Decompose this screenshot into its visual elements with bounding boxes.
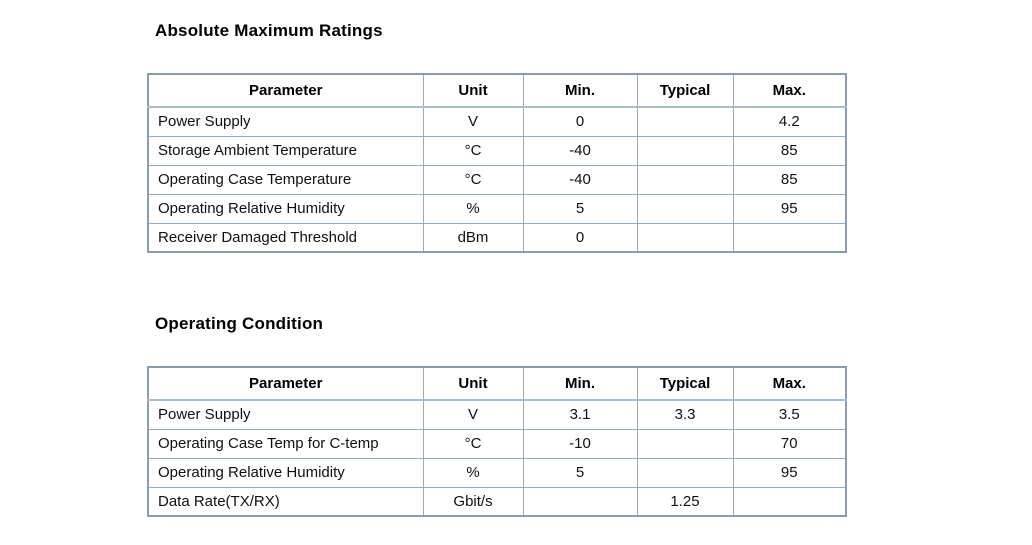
table-row: Operating Relative Humidity % 5 95 xyxy=(147,193,847,224)
cell-max: 4.2 xyxy=(732,106,847,137)
table-row: Receiver Damaged Threshold dBm 0 xyxy=(147,222,847,253)
cell-unit: % xyxy=(422,457,524,488)
cell-min: -40 xyxy=(522,135,638,166)
cell-typical xyxy=(636,457,734,488)
column-header-max: Max. xyxy=(732,73,847,108)
column-header-unit: Unit xyxy=(422,366,524,401)
cell-typical xyxy=(636,193,734,224)
column-header-typical: Typical xyxy=(636,73,734,108)
cell-unit: °C xyxy=(422,164,524,195)
column-header-parameter: Parameter xyxy=(147,73,424,108)
cell-typical xyxy=(636,164,734,195)
cell-unit: °C xyxy=(422,135,524,166)
table-row: Storage Ambient Temperature °C -40 85 xyxy=(147,135,847,166)
column-header-parameter: Parameter xyxy=(147,366,424,401)
cell-max: 95 xyxy=(732,193,847,224)
section-title-operating-condition: Operating Condition xyxy=(155,314,324,333)
cell-unit: dBm xyxy=(422,222,524,253)
cell-min xyxy=(522,486,638,517)
cell-min: 0 xyxy=(522,222,638,253)
column-header-min: Min. xyxy=(522,366,638,401)
column-header-typical: Typical xyxy=(636,366,734,401)
cell-typical xyxy=(636,428,734,459)
section-title-absolute-maximum-ratings: Absolute Maximum Ratings xyxy=(155,21,383,40)
cell-max: 3.5 xyxy=(732,399,847,430)
cell-typical xyxy=(636,222,734,253)
column-header-min: Min. xyxy=(522,73,638,108)
cell-parameter: Operating Case Temperature xyxy=(147,164,424,195)
cell-typical xyxy=(636,135,734,166)
cell-min: 3.1 xyxy=(522,399,638,430)
cell-max: 70 xyxy=(732,428,847,459)
table-row: Power Supply V 0 4.2 xyxy=(147,106,847,137)
cell-typical xyxy=(636,106,734,137)
table-row: Data Rate(TX/RX) Gbit/s 1.25 xyxy=(147,486,847,517)
table-header-row: Parameter Unit Min. Typical Max. xyxy=(147,73,847,108)
cell-unit: V xyxy=(422,106,524,137)
cell-parameter: Operating Relative Humidity xyxy=(147,193,424,224)
cell-min: -10 xyxy=(522,428,638,459)
column-header-max: Max. xyxy=(732,366,847,401)
cell-unit: Gbit/s xyxy=(422,486,524,517)
column-header-unit: Unit xyxy=(422,73,524,108)
cell-parameter: Receiver Damaged Threshold xyxy=(147,222,424,253)
cell-min: 5 xyxy=(522,193,638,224)
cell-parameter: Storage Ambient Temperature xyxy=(147,135,424,166)
table-row: Power Supply V 3.1 3.3 3.5 xyxy=(147,399,847,430)
cell-unit: % xyxy=(422,193,524,224)
cell-max: 95 xyxy=(732,457,847,488)
cell-typical: 3.3 xyxy=(636,399,734,430)
table-header-row: Parameter Unit Min. Typical Max. xyxy=(147,366,847,401)
cell-parameter: Operating Relative Humidity xyxy=(147,457,424,488)
cell-parameter: Operating Case Temp for C-temp xyxy=(147,428,424,459)
cell-parameter: Power Supply xyxy=(147,106,424,137)
cell-max xyxy=(732,486,847,517)
absolute-maximum-ratings-table: Parameter Unit Min. Typical Max. Power S… xyxy=(147,73,847,253)
cell-parameter: Data Rate(TX/RX) xyxy=(147,486,424,517)
cell-typical: 1.25 xyxy=(636,486,734,517)
cell-max: 85 xyxy=(732,164,847,195)
table-row: Operating Relative Humidity % 5 95 xyxy=(147,457,847,488)
table-row: Operating Case Temperature °C -40 85 xyxy=(147,164,847,195)
cell-min: -40 xyxy=(522,164,638,195)
cell-min: 0 xyxy=(522,106,638,137)
table-row: Operating Case Temp for C-temp °C -10 70 xyxy=(147,428,847,459)
cell-unit: V xyxy=(422,399,524,430)
cell-parameter: Power Supply xyxy=(147,399,424,430)
cell-unit: °C xyxy=(422,428,524,459)
operating-condition-table: Parameter Unit Min. Typical Max. Power S… xyxy=(147,366,847,517)
cell-min: 5 xyxy=(522,457,638,488)
cell-max xyxy=(732,222,847,253)
cell-max: 85 xyxy=(732,135,847,166)
